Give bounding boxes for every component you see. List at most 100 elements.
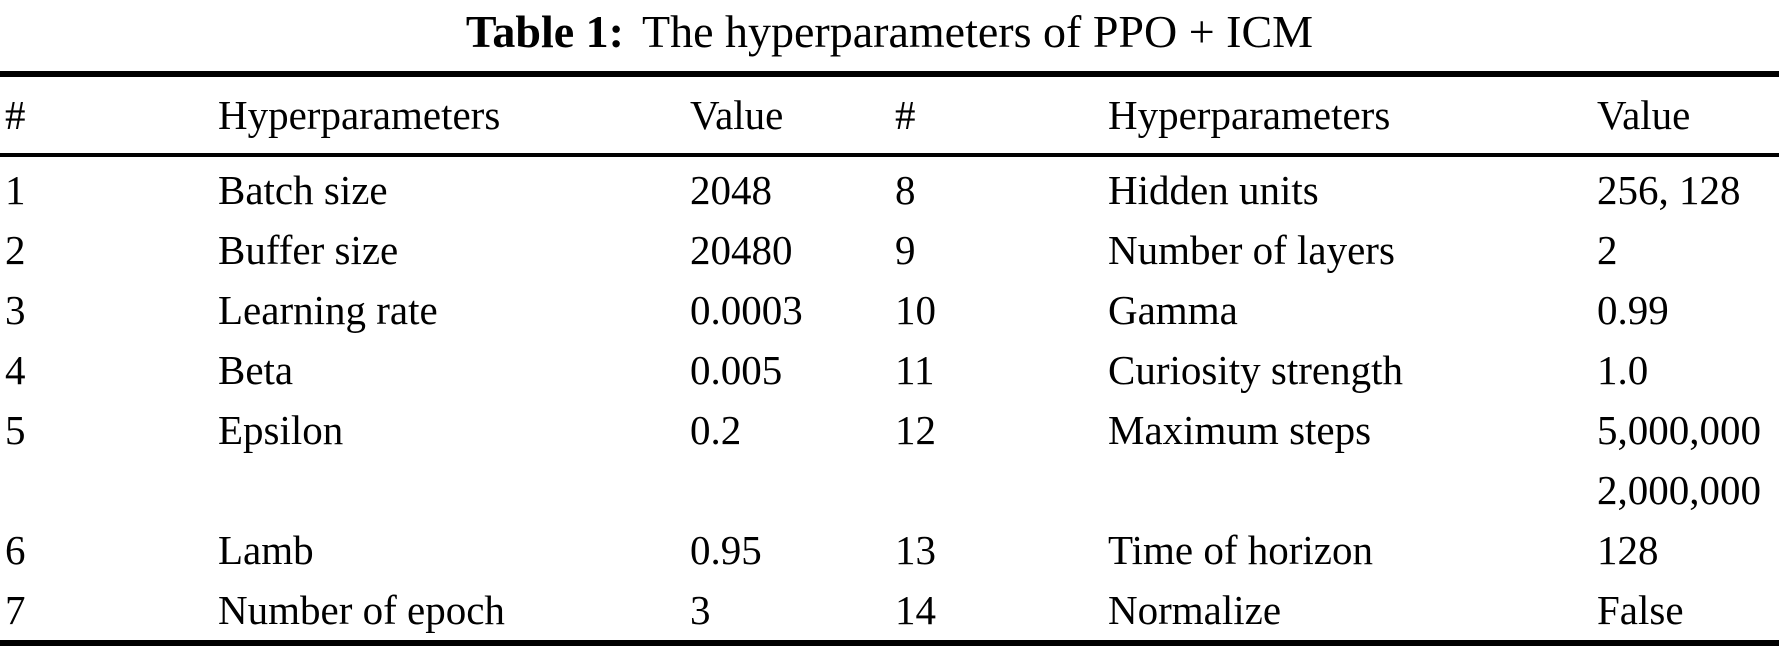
table-row: 2 Buffer size 20480 9 Number of layers 2: [0, 220, 1779, 280]
cell-line: 0.005: [690, 346, 783, 393]
table-caption-text: The hyperparameters of PPO + ICM: [641, 6, 1314, 57]
cell-line: 13: [895, 526, 936, 573]
param-value-cell: False: [1592, 580, 1779, 643]
param-name-cell: Gamma: [1103, 280, 1592, 340]
table-row: 3 Learning rate 0.0003 10 Gamma 0.99: [0, 280, 1779, 340]
param-name-cell: Normalize: [1103, 580, 1592, 643]
param-value-cell: 0.0003: [685, 280, 890, 340]
cell-line: 12: [895, 406, 936, 453]
cell-line: 0.0003: [690, 286, 803, 333]
row-number-cell: 2: [0, 220, 213, 280]
cell-line: Beta: [218, 346, 294, 393]
header-row: # Hyperparameters Value # Hyperparameter…: [0, 73, 1779, 157]
param-value-cell: 5,000,000 2,000,000: [1592, 400, 1779, 520]
param-name-cell: Number of layers: [1103, 220, 1592, 280]
param-value-cell: 0.2: [685, 400, 890, 520]
param-name-cell: Buffer size: [213, 220, 685, 280]
table-header: # Hyperparameters Value # Hyperparameter…: [0, 73, 1779, 157]
cell-line: 20480: [690, 226, 793, 273]
column-header-num-left: #: [0, 73, 213, 157]
cell-line: Buffer size: [218, 226, 399, 273]
cell-line: 256, 128: [1597, 166, 1741, 213]
param-name-cell: Learning rate: [213, 280, 685, 340]
param-name-cell: Beta: [213, 340, 685, 400]
cell-line: 2,000,000: [1597, 466, 1761, 513]
column-header-value-right: Value: [1592, 73, 1779, 157]
cell-line: 2: [1597, 226, 1618, 273]
cell-line: 6: [5, 526, 26, 573]
cell-line: 7: [5, 586, 26, 633]
cell-line: 8: [895, 166, 916, 213]
row-number-cell: 9: [890, 220, 1103, 280]
cell-line: Epsilon: [218, 406, 344, 453]
param-name-cell: Batch size: [213, 155, 685, 220]
param-value-cell: 2: [1592, 220, 1779, 280]
cell-line: 3: [690, 586, 711, 633]
table-row: 6 Lamb 0.95 13 Time of horizon 128: [0, 520, 1779, 580]
row-number-cell: 11: [890, 340, 1103, 400]
param-name-cell: Time of horizon: [1103, 520, 1592, 580]
cell-line: Normalize: [1108, 586, 1282, 633]
cell-line: Gamma: [1108, 286, 1238, 333]
row-number-cell: 8: [890, 155, 1103, 220]
cell-line: 5: [5, 406, 26, 453]
cell-line: 9: [895, 226, 916, 273]
row-number-cell: 5: [0, 400, 213, 520]
cell-line: 2: [5, 226, 26, 273]
table-row: 1 Batch size 2048 8 Hidden units 256, 128: [0, 155, 1779, 220]
param-value-cell: 1.0: [1592, 340, 1779, 400]
row-number-cell: 14: [890, 580, 1103, 643]
column-header-param-right: Hyperparameters: [1103, 73, 1592, 157]
cell-line: Number of layers: [1108, 226, 1395, 273]
cell-line: Curiosity strength: [1108, 346, 1403, 393]
cell-line: 128: [1597, 526, 1659, 573]
row-number-cell: 7: [0, 580, 213, 643]
cell-line: 2048: [690, 166, 772, 213]
table-caption-label: Table 1:: [465, 6, 624, 57]
param-name-cell: Lamb: [213, 520, 685, 580]
cell-line: 4: [5, 346, 26, 393]
param-name-cell: Hidden units: [1103, 155, 1592, 220]
column-header-num-right: #: [890, 73, 1103, 157]
cell-line: False: [1597, 586, 1684, 633]
row-number-cell: 6: [0, 520, 213, 580]
cell-line: 0.2: [690, 406, 742, 453]
cell-line: 1.0: [1597, 346, 1649, 393]
param-value-cell: 0.95: [685, 520, 890, 580]
table-row: 7 Number of epoch 3 14 Normalize False: [0, 580, 1779, 643]
cell-line: 11: [895, 346, 935, 393]
cell-line: 0.99: [1597, 286, 1669, 333]
param-value-cell: 3: [685, 580, 890, 643]
table-row: 5 Epsilon 0.2 12 Maximum steps 5,000,000 2,000…: [0, 400, 1779, 520]
hyperparameters-table: # Hyperparameters Value # Hyperparameter…: [0, 70, 1779, 646]
row-number-cell: 10: [890, 280, 1103, 340]
cell-line: Lamb: [218, 526, 314, 573]
cell-line: Learning rate: [218, 286, 438, 333]
table-row: 4 Beta 0.005 11 Curiosity strength 1.0: [0, 340, 1779, 400]
param-value-cell: 0.99: [1592, 280, 1779, 340]
param-value-cell: 20480: [685, 220, 890, 280]
cell-line: 5,000,000: [1597, 406, 1761, 453]
cell-line: 1: [5, 166, 26, 213]
param-value-cell: 2048: [685, 155, 890, 220]
row-number-cell: 13: [890, 520, 1103, 580]
cell-line: 14: [895, 586, 936, 633]
cell-line: Time of horizon: [1108, 526, 1373, 573]
table-caption: Table 1: The hyperparameters of PPO + ICM: [0, 0, 1779, 59]
param-name-cell: Number of epoch: [213, 580, 685, 643]
cell-line: Maximum steps: [1108, 406, 1372, 453]
table-body: 1 Batch size 2048 8 Hidden units 256, 128 2 Buf…: [0, 155, 1779, 643]
cell-line: Hidden units: [1108, 166, 1319, 213]
param-value-cell: 128: [1592, 520, 1779, 580]
row-number-cell: 3: [0, 280, 213, 340]
param-value-cell: 0.005: [685, 340, 890, 400]
param-name-cell: Maximum steps: [1103, 400, 1592, 520]
row-number-cell: 4: [0, 340, 213, 400]
cell-line: Batch size: [218, 166, 388, 213]
param-name-cell: Epsilon: [213, 400, 685, 520]
param-value-cell: 256, 128: [1592, 155, 1779, 220]
cell-line: 10: [895, 286, 936, 333]
column-header-param-left: Hyperparameters: [213, 73, 685, 157]
row-number-cell: 12: [890, 400, 1103, 520]
